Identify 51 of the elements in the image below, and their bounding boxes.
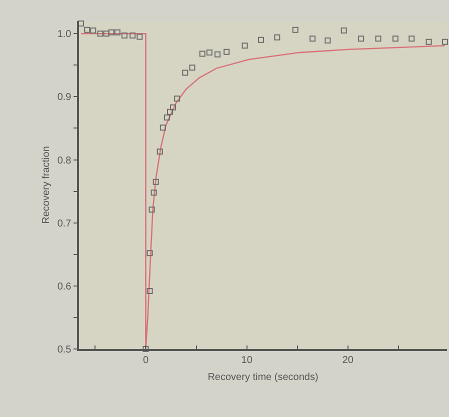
point bbox=[146, 288, 153, 294]
point bbox=[214, 51, 221, 58]
y-tick-label: 0.9 bbox=[57, 92, 72, 104]
x-axis-title: Recovery time (seconds) bbox=[208, 372, 318, 383]
point bbox=[164, 114, 170, 121]
point bbox=[274, 34, 280, 40]
text: 1.0 bbox=[57, 29, 72, 40]
point bbox=[310, 36, 316, 42]
point bbox=[150, 190, 157, 196]
point bbox=[224, 48, 230, 55]
point bbox=[426, 38, 432, 45]
point bbox=[199, 50, 206, 57]
text: 0.5 bbox=[57, 344, 72, 356]
y-tick-label: 0.7 bbox=[57, 218, 72, 230]
point bbox=[170, 104, 176, 110]
point bbox=[442, 38, 448, 45]
point bbox=[292, 26, 298, 33]
point bbox=[258, 36, 264, 43]
point bbox=[242, 42, 248, 49]
y-tick-label: 0.6 bbox=[57, 281, 72, 292]
point bbox=[156, 148, 163, 155]
point bbox=[160, 124, 166, 131]
point bbox=[146, 250, 153, 256]
point bbox=[97, 30, 104, 37]
point bbox=[103, 30, 110, 37]
point bbox=[84, 26, 90, 33]
point bbox=[90, 27, 96, 34]
point bbox=[375, 36, 382, 42]
point bbox=[408, 36, 415, 42]
point bbox=[358, 36, 364, 42]
point bbox=[324, 38, 331, 44]
x-tick-label: 20 bbox=[342, 354, 354, 366]
point bbox=[340, 27, 347, 34]
point bbox=[130, 32, 136, 39]
point bbox=[152, 178, 159, 185]
point bbox=[189, 64, 196, 71]
point bbox=[114, 29, 120, 36]
y-tick-label: 0.8 bbox=[57, 155, 72, 166]
point bbox=[121, 32, 128, 39]
point bbox=[392, 36, 398, 42]
point bbox=[148, 206, 155, 213]
point bbox=[206, 50, 212, 56]
point bbox=[108, 29, 114, 36]
point bbox=[166, 108, 173, 115]
x-tick-label: 0 bbox=[142, 354, 149, 366]
x-tick-label: 10 bbox=[241, 354, 253, 366]
y-axis-title: Recovery fraction bbox=[40, 146, 52, 224]
point bbox=[174, 96, 180, 102]
point bbox=[182, 70, 188, 76]
point bbox=[136, 34, 143, 40]
point bbox=[142, 346, 149, 352]
